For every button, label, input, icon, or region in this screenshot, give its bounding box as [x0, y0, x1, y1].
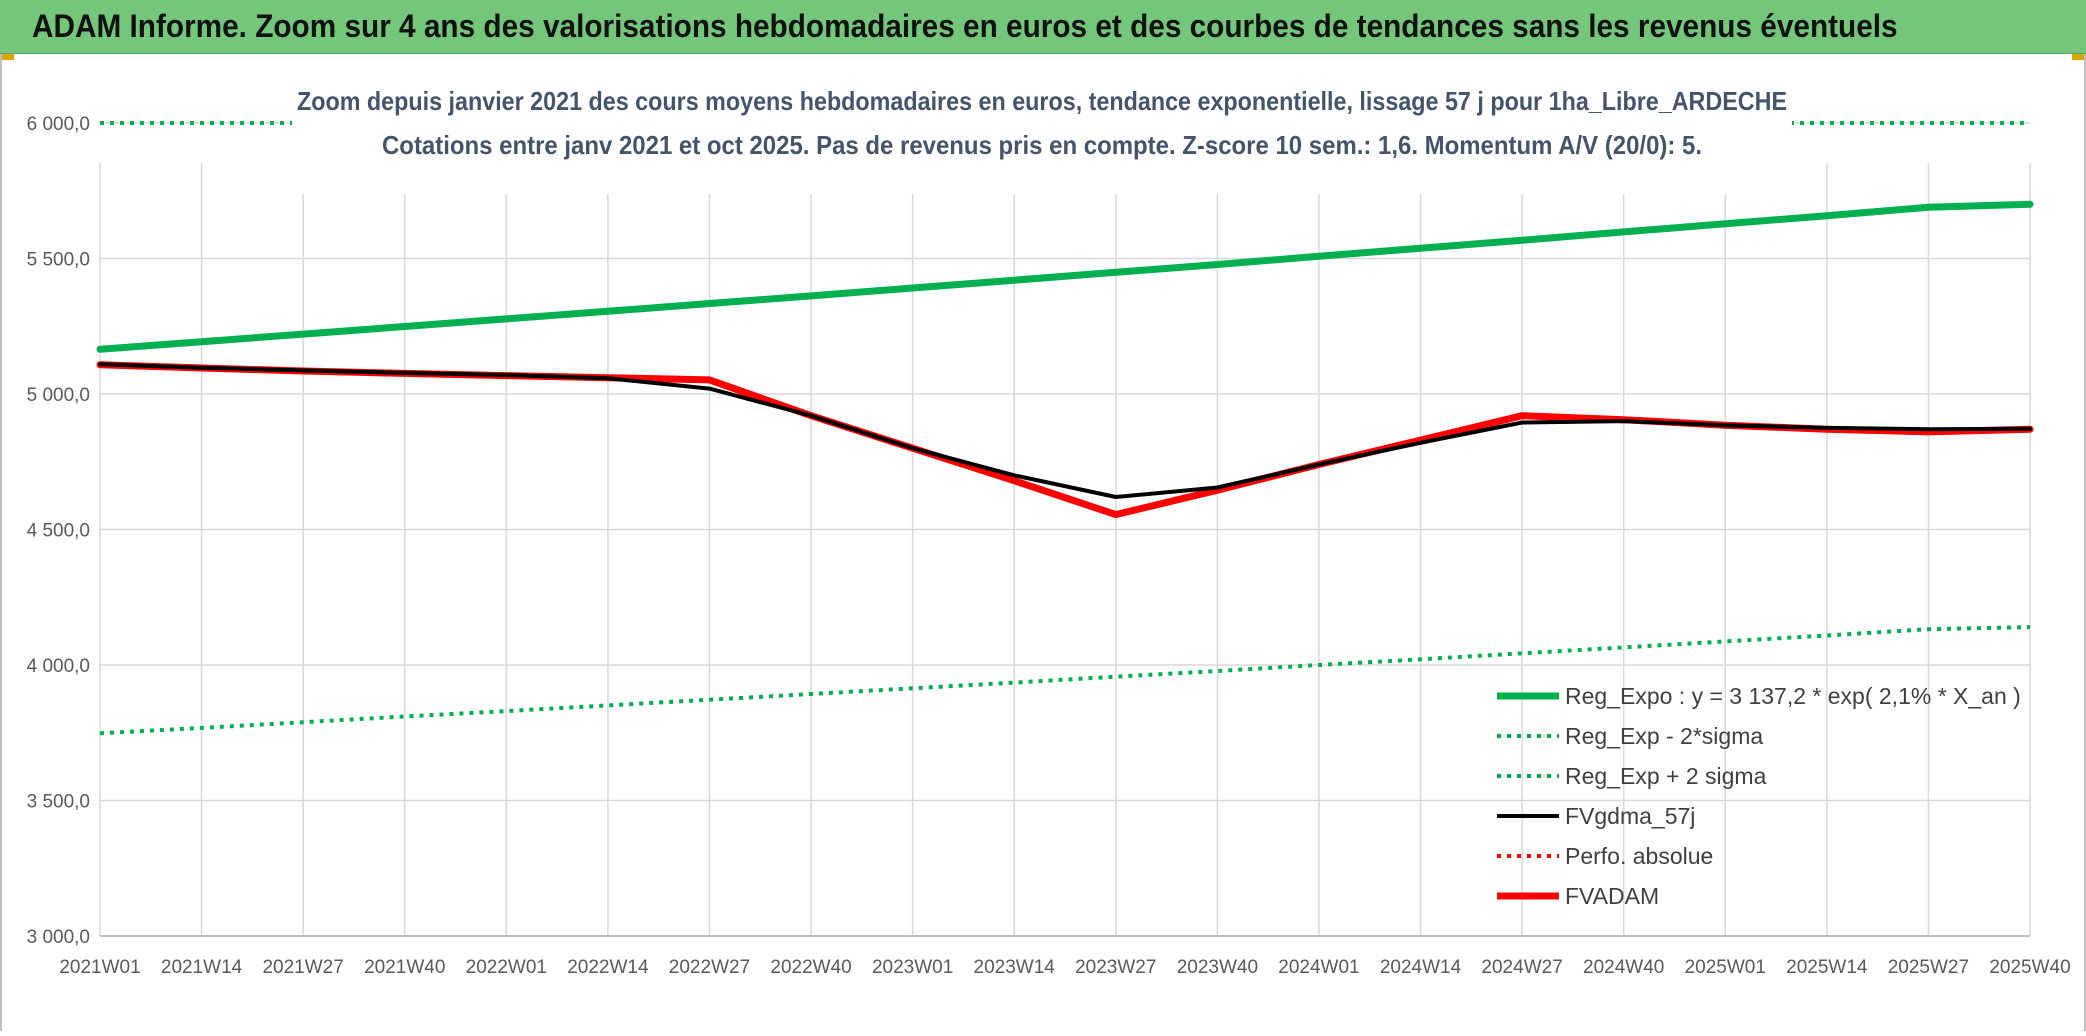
x-tick-label: 2024W14 — [1380, 957, 1462, 978]
legend-label: Reg_Exp - 2*sigma — [1565, 723, 1763, 749]
x-tick-label: 2023W14 — [974, 957, 1056, 978]
x-tick-label: 2024W27 — [1481, 957, 1562, 978]
series-line-0 — [96, 200, 2034, 353]
x-tick-label: 2023W40 — [1177, 957, 1258, 978]
series-lines — [96, 121, 2034, 736]
chart-subtitle: Cotations entre janv 2021 et oct 2025. P… — [382, 130, 1702, 160]
legend-label: FVgdma_57j — [1565, 803, 1695, 829]
legend-label: Reg_Expo : y = 3 137,2 * exp( 2,1% * X_a… — [1565, 683, 2021, 709]
y-tick-label: 5 000,0 — [27, 385, 90, 406]
report-title: ADAM Informe. Zoom sur 4 ans des valoris… — [32, 8, 1898, 44]
y-tick-label: 6 000,0 — [27, 114, 90, 135]
x-tick-label: 2022W40 — [770, 957, 851, 978]
x-tick-label: 2023W27 — [1075, 957, 1156, 978]
corner-marker-left — [0, 54, 14, 60]
y-tick-label: 4 500,0 — [27, 521, 90, 542]
x-tick-label: 2023W01 — [872, 957, 953, 978]
x-tick-label: 2025W27 — [1888, 957, 1969, 978]
x-tick-label: 2025W40 — [1989, 957, 2070, 978]
x-tick-label: 2021W40 — [364, 957, 445, 978]
x-tick-label: 2024W40 — [1583, 957, 1664, 978]
y-axis: 3 000,0 3 500,0 4 000,0 4 500,0 5 000,0 5 500… — [27, 114, 90, 948]
title-background — [292, 74, 1792, 194]
x-tick-label: 2022W27 — [669, 957, 750, 978]
y-tick-label: 3 500,0 — [27, 792, 90, 813]
line-chart: 3 000,0 3 500,0 4 000,0 4 500,0 5 000,0 5 500… — [27, 74, 2071, 978]
chart-area: 3 000,0 3 500,0 4 000,0 4 500,0 5 000,0 5 500… — [0, 54, 2086, 1031]
x-tick-label: 2024W01 — [1278, 957, 1359, 978]
series-line-5 — [96, 361, 2034, 519]
grid-lines — [99, 122, 2031, 937]
series-line-1 — [99, 625, 2031, 736]
x-tick-label: 2021W14 — [161, 957, 243, 978]
x-tick-label: 2025W01 — [1685, 957, 1766, 978]
x-tick-label: 2021W27 — [262, 957, 343, 978]
legend-label: Perfo. absolue — [1565, 843, 1713, 869]
y-tick-label: 3 000,0 — [27, 927, 90, 948]
x-tick-label: 2022W14 — [567, 957, 649, 978]
y-tick-label: 4 000,0 — [27, 656, 90, 677]
chart-legend: Reg_Expo : y = 3 137,2 * exp( 2,1% * X_a… — [1497, 683, 2021, 909]
corner-marker-right — [2072, 54, 2086, 60]
legend-label: Reg_Exp + 2 sigma — [1565, 763, 1767, 789]
x-tick-label: 2021W01 — [59, 957, 140, 978]
x-tick-label: 2022W01 — [466, 957, 547, 978]
x-axis: 2021W01 2021W14 2021W27 2021W40 2022W01 2022W… — [59, 935, 2071, 978]
chart-title: Zoom depuis janvier 2021 des cours moyen… — [297, 86, 1787, 116]
legend-label: FVADAM — [1565, 883, 1659, 909]
x-tick-label: 2025W14 — [1786, 957, 1868, 978]
report-banner: ADAM Informe. Zoom sur 4 ans des valoris… — [0, 0, 2086, 54]
y-tick-label: 5 500,0 — [27, 250, 90, 271]
series-line-3 — [98, 362, 2032, 499]
